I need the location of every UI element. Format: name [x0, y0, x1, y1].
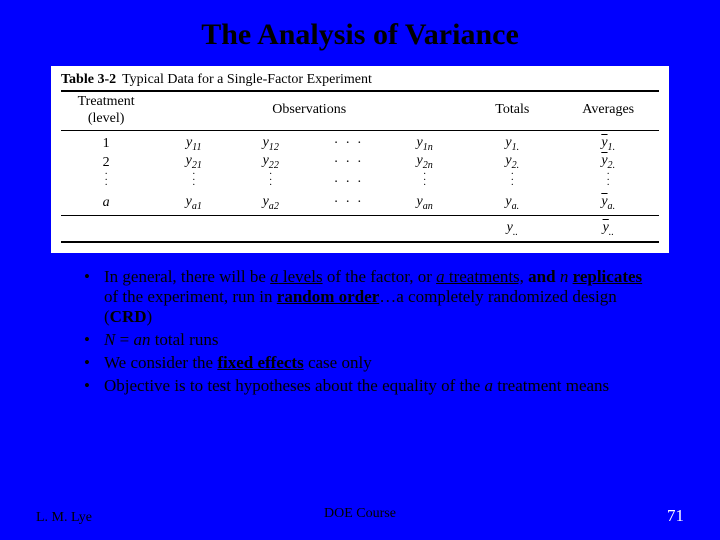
- vdots-icon: [423, 177, 426, 192]
- text: replicates: [573, 267, 643, 286]
- table-row: 1 y11 y12 · · · y1n y1. y1.: [61, 135, 659, 154]
- text: We consider the: [104, 353, 217, 372]
- text: and: [524, 267, 560, 286]
- table-header-row: Treatment(level) Observations Totals Ave…: [61, 94, 659, 128]
- vdots-icon: [607, 177, 610, 192]
- cell-total: ya.: [467, 194, 557, 213]
- slide-title: The Analysis of Variance: [36, 18, 684, 52]
- table-caption-text: Typical Data for a Single-Factor Experim…: [122, 72, 372, 87]
- text: a: [436, 267, 445, 286]
- text: a: [270, 267, 279, 286]
- bullet-item: N = an total runs: [82, 330, 660, 350]
- table-row: 2 y21 y22 · · · y2n y2. y2.: [61, 153, 659, 172]
- text: of the factor, or: [323, 267, 437, 286]
- table-rule-bottom: [61, 241, 659, 243]
- cell-level: a: [61, 194, 151, 213]
- col-header-observations: Observations: [151, 94, 467, 128]
- col-header-totals: Totals: [467, 94, 557, 128]
- text: total runs: [150, 330, 218, 349]
- cell-obs: ya1 ya2 · · · yan: [151, 194, 467, 213]
- text: treatment means: [493, 376, 609, 395]
- cell-grand-avg: y..: [557, 220, 659, 239]
- table-row: · · ·: [61, 172, 659, 194]
- table-row-grand: y.. y..: [61, 220, 659, 239]
- vdots-icon: [511, 177, 514, 192]
- vdots-icon: [269, 177, 272, 192]
- cell-obs: y11 y12 · · · y1n: [151, 135, 467, 154]
- table-rule-header: [61, 130, 659, 131]
- footer-course: DOE Course: [36, 506, 684, 522]
- bullet-item: Objective is to test hypotheses about th…: [82, 376, 660, 396]
- table-rule-top: [61, 90, 659, 92]
- text: case only: [304, 353, 372, 372]
- vdots-icon: [192, 177, 195, 192]
- text: ): [147, 307, 153, 326]
- table-rule-sub: [61, 215, 659, 216]
- cell-grand-total: y..: [467, 220, 557, 239]
- text: levels: [279, 267, 323, 286]
- data-table-grand: y.. y..: [61, 220, 659, 239]
- cell-total: y1.: [467, 135, 557, 154]
- bullet-item: In general, there will be a levels of th…: [82, 267, 660, 327]
- col-header-averages: Averages: [557, 94, 659, 128]
- vdots-icon: [104, 177, 107, 192]
- text: fixed effects: [217, 353, 303, 372]
- footer: L. M. Lye DOE Course 71: [36, 506, 684, 526]
- table-caption: Table 3-2 Typical Data for a Single-Facto…: [61, 72, 659, 88]
- text: an: [133, 330, 150, 349]
- text: treatments,: [445, 267, 524, 286]
- text: of the experiment, run in: [104, 287, 277, 306]
- text: Objective is to test hypotheses about th…: [104, 376, 485, 395]
- text: random order: [277, 287, 379, 306]
- col-header-treatment: Treatment(level): [61, 94, 151, 128]
- text: N: [104, 330, 115, 349]
- data-table: Treatment(level) Observations Totals Ave…: [61, 94, 659, 128]
- table-row: a ya1 ya2 · · · yan ya. ya.: [61, 194, 659, 213]
- text: =: [115, 330, 133, 349]
- bullet-item: We consider the fixed effects case only: [82, 353, 660, 373]
- cell-avg: y1.: [557, 135, 659, 154]
- data-table-body: 1 y11 y12 · · · y1n y1. y1. 2: [61, 135, 659, 213]
- text: CRD: [110, 307, 147, 326]
- bullet-list: In general, there will be a levels of th…: [82, 267, 660, 396]
- text: a: [485, 376, 494, 395]
- text: n: [560, 267, 569, 286]
- cell-avg: ya.: [557, 194, 659, 213]
- table-panel: Table 3-2 Typical Data for a Single-Facto…: [51, 66, 669, 253]
- slide: The Analysis of Variance Table 3-2 Typica…: [0, 0, 720, 540]
- text: In general, there will be: [104, 267, 270, 286]
- cell-level: 1: [61, 135, 151, 154]
- cell-obs: y21 y22 · · · y2n: [151, 153, 467, 172]
- table-caption-number: Table 3-2: [61, 72, 116, 87]
